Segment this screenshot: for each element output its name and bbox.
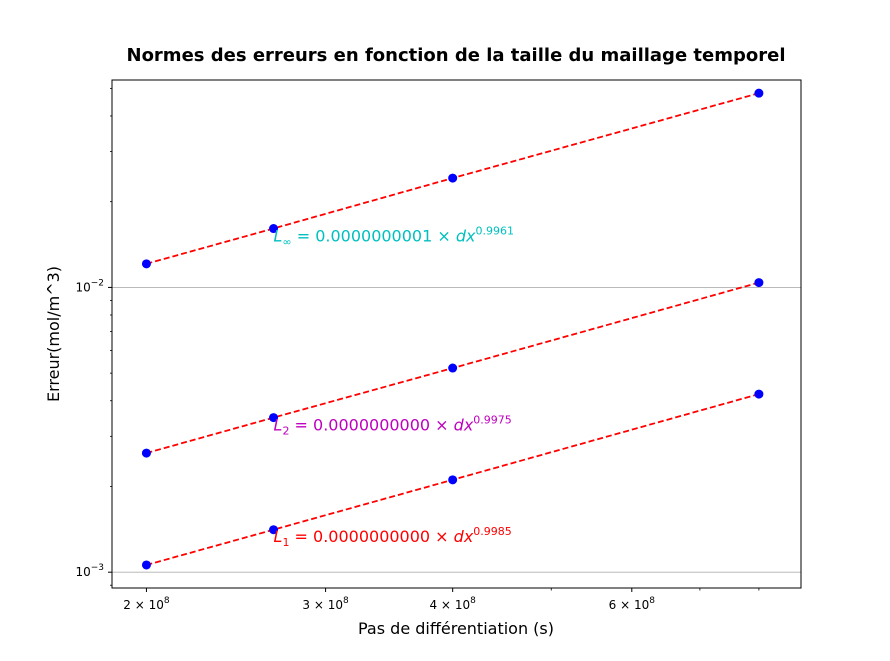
y-tick-base: 10 — [75, 280, 90, 294]
data-point — [141, 259, 151, 269]
data-points — [141, 88, 764, 570]
data-point — [448, 475, 458, 485]
data-point — [754, 278, 764, 288]
fit-annotation-2: L2 = 0.0000000000 × dx0.9975 — [274, 414, 512, 438]
x-tick-mantissa: 2 × — [123, 598, 148, 612]
x-tick-label: 2 × 108 — [123, 596, 170, 612]
x-tick-base: 10 — [455, 598, 470, 612]
x-tick-exponent: 8 — [164, 596, 170, 606]
data-point — [141, 560, 151, 570]
y-axis-label: Erreur(mol/m^3) — [44, 266, 63, 402]
data-point — [754, 88, 764, 98]
data-point — [448, 173, 458, 183]
fit-line-3 — [146, 393, 760, 566]
data-point — [269, 224, 279, 234]
fit-lines — [146, 92, 760, 566]
y-tick-exponent: −3 — [91, 563, 104, 573]
y-tick-base: 10 — [75, 565, 90, 579]
fit-line-2 — [146, 281, 760, 454]
data-point — [448, 363, 458, 373]
annotation-text: = 0.0000000000 × — [289, 527, 453, 546]
annotation-variable: dx — [456, 227, 476, 246]
x-tick-base: 10 — [328, 598, 343, 612]
annotation-base: L — [274, 416, 283, 435]
x-tick-exponent: 8 — [649, 596, 655, 606]
x-axis-ticks: 2 × 108 3 × 108 4 × 108 6 × 108 — [123, 588, 760, 612]
annotation-base: L — [274, 527, 283, 546]
annotation-subscript: ∞ — [282, 236, 291, 249]
annotation-text: = 0.0000000001 × — [292, 227, 456, 246]
annotation-subscript: 1 — [282, 536, 289, 549]
annotation-text: = 0.0000000000 × — [289, 416, 453, 435]
annotation-exponent: 0.9961 — [475, 225, 514, 238]
fit-annotation-1: L∞ = 0.0000000001 × dx0.9961 — [274, 225, 514, 249]
x-tick-exponent: 8 — [470, 596, 476, 606]
x-tick-mantissa: 6 × — [609, 598, 634, 612]
fit-line-1 — [146, 92, 760, 265]
x-tick-label: 6 × 108 — [609, 596, 656, 612]
x-tick-mantissa: 3 × — [302, 598, 327, 612]
annotation-exponent: 0.9985 — [473, 525, 512, 538]
y-tick-label: 10−2 — [75, 278, 104, 294]
y-axis-ticks: 10−310−2 — [75, 87, 112, 586]
data-point — [269, 413, 279, 423]
y-tick-label: 10−3 — [75, 563, 104, 579]
chart-title: Normes des erreurs en fonction de la tai… — [127, 45, 786, 66]
x-tick-label: 4 × 108 — [429, 596, 476, 612]
data-point — [269, 525, 279, 535]
data-point — [754, 389, 764, 399]
gridlines — [112, 287, 801, 573]
y-tick-exponent: −2 — [91, 278, 104, 288]
fit-annotation-3: L1 = 0.0000000000 × dx0.9985 — [274, 525, 512, 549]
annotation-exponent: 0.9975 — [473, 414, 512, 427]
x-tick-base: 10 — [634, 598, 649, 612]
x-tick-mantissa: 4 × — [429, 598, 454, 612]
x-tick-base: 10 — [149, 598, 164, 612]
x-tick-exponent: 8 — [343, 596, 349, 606]
annotation-subscript: 2 — [282, 425, 289, 438]
annotation-base: L — [274, 227, 283, 246]
x-axis-label: Pas de différentiation (s) — [358, 619, 554, 638]
annotation-variable: dx — [454, 416, 474, 435]
data-point — [141, 448, 151, 458]
annotation-variable: dx — [454, 527, 474, 546]
plot-area-frame — [111, 79, 802, 589]
x-tick-label: 3 × 108 — [302, 596, 349, 612]
